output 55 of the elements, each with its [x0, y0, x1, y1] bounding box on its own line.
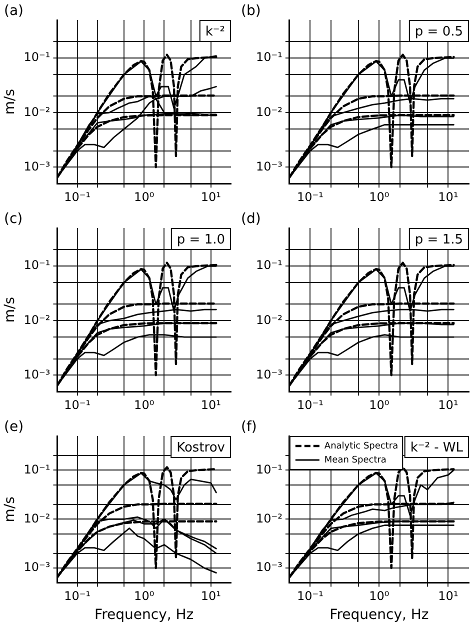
y-tick-label: 10⁻¹ — [256, 462, 283, 476]
y-tick-label: 10⁻² — [256, 312, 283, 327]
x-tick-label: 10¹ — [200, 398, 222, 412]
annotation: k⁻² — [205, 24, 226, 40]
chart-title: (c) — [4, 211, 23, 227]
annotation: Kostrov — [176, 440, 226, 456]
x-tick-label: 10⁻¹ — [64, 589, 91, 604]
x-tick-label: 10⁰ — [134, 190, 154, 204]
annotation: p = 1.0 — [176, 232, 226, 248]
x-tick-label: 10⁻¹ — [296, 398, 324, 412]
x-tick-label: 10⁰ — [369, 398, 390, 412]
y-axis-title: m/s — [2, 296, 18, 323]
annotation: p = 0.5 — [414, 24, 464, 40]
y-tick-label: 10⁻³ — [24, 159, 50, 174]
x-axis-title: Frequency, Hz — [330, 607, 429, 624]
y-tick-label: 10⁻¹ — [256, 258, 283, 272]
annotation: p = 1.5 — [414, 232, 464, 248]
x-tick-label: 10⁰ — [369, 589, 390, 604]
y-tick-label: 10⁻² — [256, 104, 283, 119]
x-tick-label: 10¹ — [438, 398, 458, 412]
y-tick-label: 10⁻³ — [24, 560, 50, 574]
chart-title: (d) — [241, 211, 261, 227]
y-tick-label: 10⁻³ — [256, 560, 283, 574]
y-tick-label: 10⁻¹ — [24, 258, 50, 272]
x-tick-label: 10¹ — [200, 589, 222, 604]
x-tick-label: 10⁰ — [134, 398, 154, 412]
y-axis-title: m/s — [2, 496, 18, 522]
x-tick-label: 10⁰ — [134, 589, 154, 604]
x-axis-title: Frequency, Hz — [94, 607, 194, 624]
chart-title: (e) — [4, 419, 24, 435]
y-tick-label: 10⁻² — [24, 511, 50, 526]
y-tick-label: 10⁻² — [24, 104, 50, 119]
x-tick-label: 10¹ — [200, 190, 222, 204]
chart-title: (f) — [241, 419, 257, 435]
x-tick-label: 10⁻¹ — [296, 190, 324, 204]
y-tick-label: 10⁻³ — [256, 367, 283, 382]
y-tick-label: 10⁻³ — [256, 159, 283, 174]
y-tick-label: 10⁻² — [24, 312, 50, 327]
x-tick-label: 10¹ — [438, 589, 458, 604]
y-tick-label: 10⁻¹ — [24, 462, 50, 476]
x-tick-label: 10⁻¹ — [64, 398, 91, 412]
y-axis-title: m/s — [2, 88, 18, 115]
y-tick-label: 10⁻¹ — [256, 50, 283, 64]
y-tick-label: 10⁻³ — [24, 367, 50, 382]
chart-title: (a) — [4, 3, 24, 19]
legend-label: Mean Spectra — [324, 455, 386, 466]
annotation: k⁻² - WL — [410, 440, 464, 456]
x-tick-label: 10⁻¹ — [296, 589, 324, 604]
y-tick-label: 10⁻² — [256, 511, 283, 526]
chart-title: (b) — [241, 3, 261, 19]
legend-label: Analytic Spectra — [324, 441, 398, 452]
x-tick-label: 10¹ — [438, 190, 458, 204]
y-tick-label: 10⁻¹ — [24, 50, 50, 64]
x-tick-label: 10⁻¹ — [64, 190, 91, 204]
x-tick-label: 10⁰ — [369, 190, 390, 204]
